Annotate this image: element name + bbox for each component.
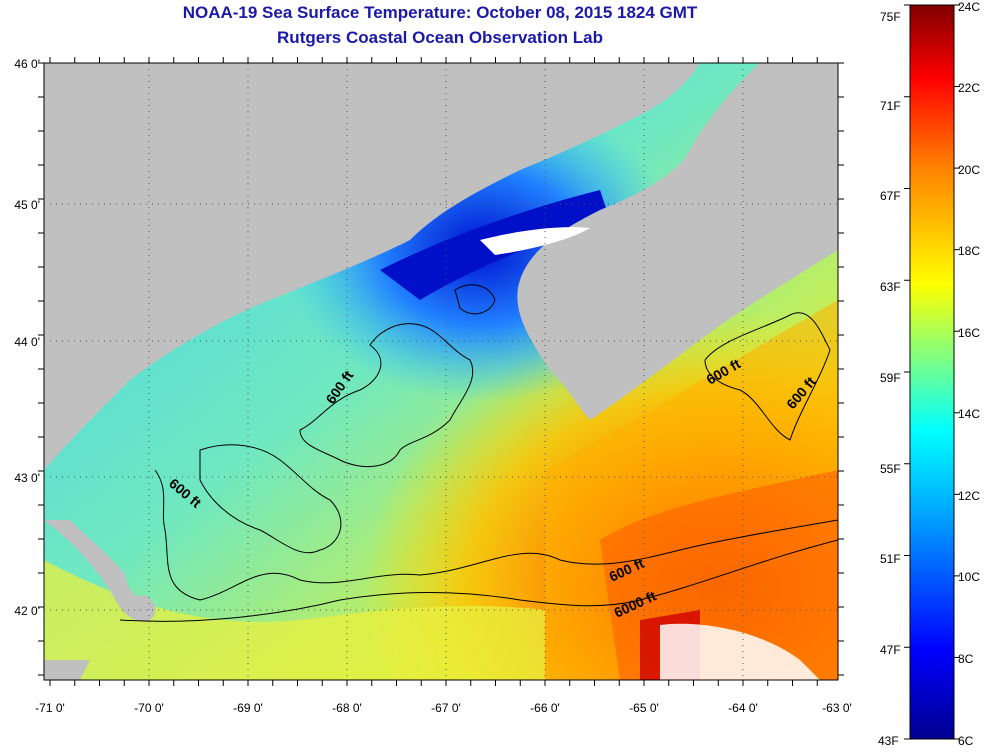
latitude-axis: 46 0' 45 0' 44 0' 43 0' 42 0' [14,57,40,618]
colorbar-f-label: 67F [880,189,901,203]
colorbar-c-label: 22C [958,81,981,95]
warm-coastal-band [44,560,545,680]
depth-contours [119,284,838,622]
colorbar-gradient [909,4,955,740]
colorbar-ticks [904,4,960,740]
grid-lines [44,63,838,680]
lon-tick-label: -65 0' [629,701,659,715]
map-frame [43,62,839,681]
colorbar [904,4,960,740]
lon-tick-label: -66 0' [530,701,560,715]
colorbar-c-label: 20C [958,163,981,177]
colorbar-c-label: 12C [958,489,981,503]
lon-tick-label: -70 0' [134,701,164,715]
tick-marks [38,57,844,686]
colorbar-c-label: 10C [958,570,981,584]
colorbar-f-label: 43F [878,734,899,748]
land-nova-scotia [517,63,838,420]
colorbar-f-label: 59F [880,371,901,385]
lon-tick-label: -69 0' [233,701,263,715]
lat-tick-label: 44 0' [14,335,40,349]
cloud-mask-fundy [480,227,590,255]
lon-tick-label: -71 0' [35,701,65,715]
chart-subtitle: Rutgers Coastal Ocean Observation Lab [277,28,603,47]
colorbar-c-label: 8C [958,652,974,666]
lat-tick-label: 43 0' [14,471,40,485]
colorbar-c-label: 6C [958,734,974,748]
lat-tick-label: 46 0' [14,57,40,71]
lon-tick-label: -64 0' [728,701,758,715]
colorbar-c-label: 16C [958,326,981,340]
colorbar-f-label: 63F [880,280,901,294]
colorbar-c-label: 14C [958,407,981,421]
lon-tick-label: -67 0' [431,701,461,715]
lon-tick-label: -63 0' [822,701,852,715]
colorbar-f-label: 71F [880,99,901,113]
lon-tick-label: -68 0' [332,701,362,715]
longitude-axis: -71 0' -70 0' -69 0' -68 0' -67 0' -66 0… [35,701,852,715]
lat-tick-label: 42 0' [14,604,40,618]
land-cape-cod [44,520,156,680]
colorbar-f-label: 75F [880,10,901,24]
map-area: 600 ft 600 ft 600 ft 600 ft 600 ft 6000 … [44,63,838,680]
chart-title: NOAA-19 Sea Surface Temperature: October… [182,3,698,22]
colorbar-f-label: 47F [880,643,901,657]
lat-tick-label: 45 0' [14,198,40,212]
colorbar-f-label: 55F [880,462,901,476]
colorbar-f-label: 51F [880,552,901,566]
land-new-england [44,63,700,470]
colorbar-c-label: 18C [958,244,981,258]
cloud-mask-southeast [660,623,820,680]
colorbar-c-label: 24C [958,0,981,14]
